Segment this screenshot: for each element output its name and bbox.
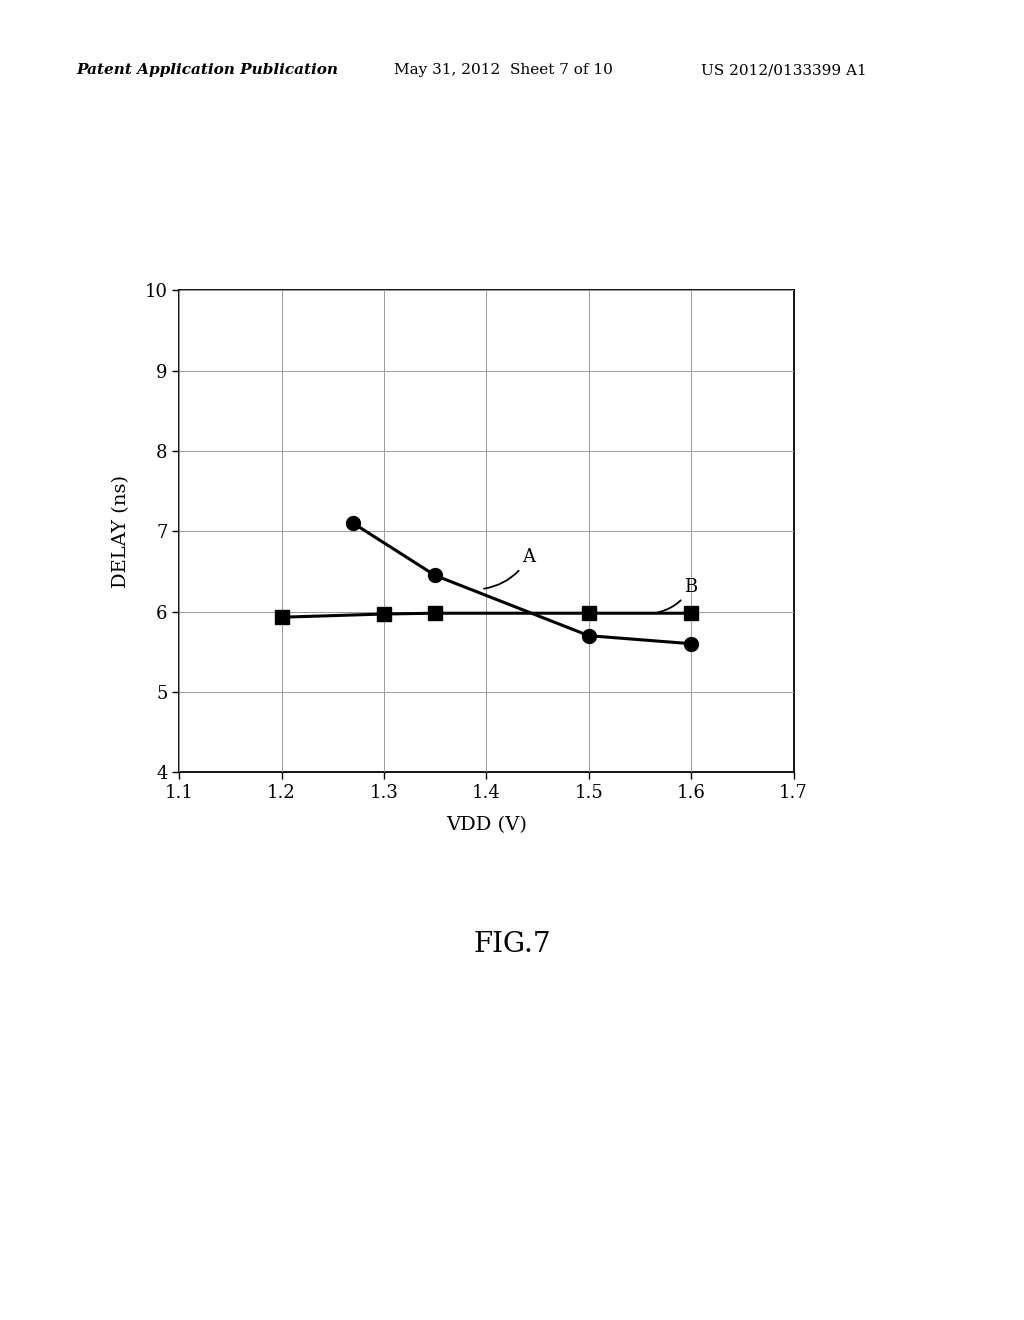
Text: A: A: [484, 548, 536, 589]
X-axis label: VDD (V): VDD (V): [446, 816, 526, 834]
Text: FIG.7: FIG.7: [473, 931, 551, 957]
Y-axis label: DELAY (ns): DELAY (ns): [113, 475, 130, 587]
Text: Patent Application Publication: Patent Application Publication: [77, 63, 339, 78]
Text: US 2012/0133399 A1: US 2012/0133399 A1: [701, 63, 867, 78]
Text: B: B: [658, 578, 697, 612]
Text: May 31, 2012  Sheet 7 of 10: May 31, 2012 Sheet 7 of 10: [394, 63, 613, 78]
